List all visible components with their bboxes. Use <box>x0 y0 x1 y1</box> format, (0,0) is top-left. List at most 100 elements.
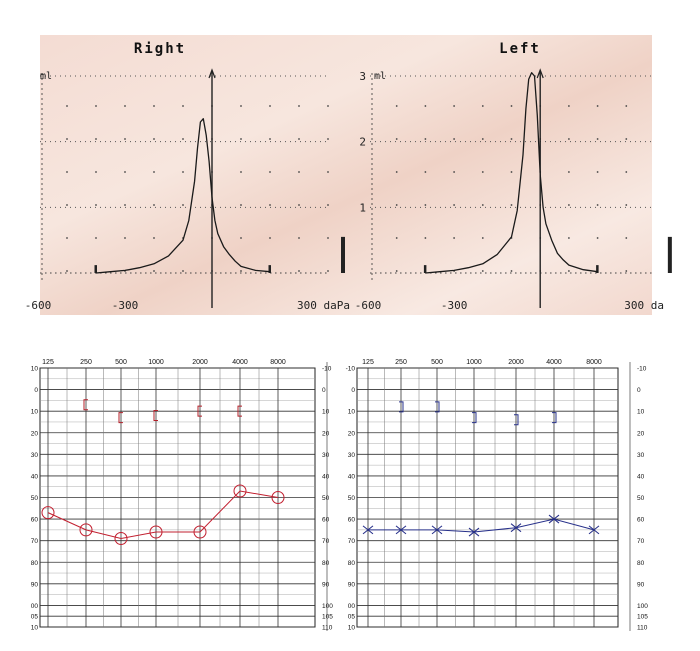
pressure-marker <box>596 265 599 273</box>
y-left-label: 70 <box>348 538 356 545</box>
grid-dot <box>153 204 155 206</box>
frequency-label: 250 <box>80 359 92 366</box>
y-left-label: 20 <box>31 430 39 437</box>
y-left-label: 10 <box>31 625 39 632</box>
grid-dot <box>66 270 68 272</box>
y-right-label: 20 <box>322 430 330 437</box>
frequency-label: 8000 <box>586 359 602 366</box>
grid-dot <box>66 171 68 173</box>
bone-conduction-marker <box>118 412 123 424</box>
y-left-label: 50 <box>348 495 356 502</box>
air-conduction-marker <box>510 523 522 533</box>
grid-dot <box>269 105 271 107</box>
grid-dot <box>269 237 271 239</box>
grid-dot <box>95 171 97 173</box>
grid-dot <box>327 138 329 140</box>
y-right-label: 110 <box>322 625 333 632</box>
air-conduction-marker <box>431 525 443 535</box>
y-left-label: 60 <box>31 517 39 524</box>
grid-dot <box>481 138 484 140</box>
air-conduction-marker <box>395 525 407 535</box>
grid-dot <box>153 237 155 239</box>
grid-dot <box>510 105 513 107</box>
grid-dot <box>153 138 155 140</box>
y-left-label: 00 <box>31 603 39 610</box>
grid-dot <box>596 204 599 206</box>
grid-dot <box>327 237 329 239</box>
bone-conduction-marker <box>83 399 88 411</box>
tympanogram-right: ml Right -600 -300 300 daPa <box>25 41 350 312</box>
y-right-label: 70 <box>637 538 645 545</box>
pressure-marker <box>341 236 345 273</box>
frequency-label: 500 <box>431 359 443 366</box>
grid-dot <box>269 171 271 173</box>
grid-dot <box>66 138 68 140</box>
y-right-label: 40 <box>637 473 645 480</box>
y-left-label: 20 <box>348 430 356 437</box>
frequency-label: 4000 <box>546 359 562 366</box>
frequency-label: 4000 <box>232 359 248 366</box>
y-left-label: 80 <box>31 560 39 567</box>
grid-dot <box>240 105 242 107</box>
air-conduction-marker <box>79 523 93 537</box>
y-left-label: 40 <box>348 473 356 480</box>
bone-conduction-marker <box>552 412 557 424</box>
y-left-label: 10 <box>31 409 39 416</box>
y-right-label: 80 <box>637 560 645 567</box>
y-left-label: 90 <box>348 581 356 588</box>
air-conduction-marker <box>233 484 247 498</box>
y-right-label: -10 <box>637 366 647 373</box>
bone-conduction-marker <box>399 401 404 413</box>
frequency-label: 1000 <box>148 359 164 366</box>
grid-dot <box>124 237 126 239</box>
y-left-label: 10 <box>348 409 356 416</box>
grid-dot <box>510 204 513 206</box>
y-right-label: 50 <box>637 495 645 502</box>
grid-dot <box>596 171 599 173</box>
y-right-label: 10 <box>637 409 645 416</box>
y-right-label: 60 <box>637 517 645 524</box>
grid-dot <box>424 138 427 140</box>
chart-title: Right <box>134 41 186 57</box>
bone-conduction-marker <box>435 401 440 413</box>
grid-dot <box>453 204 455 206</box>
grid-dot <box>395 171 398 173</box>
frequency-label: 2000 <box>508 359 524 366</box>
bone-conduction-marker <box>472 412 477 424</box>
y-right-label: 70 <box>322 538 330 545</box>
grid-dot <box>182 138 184 140</box>
y-tick-label: 3 <box>359 70 366 83</box>
x-tick-label: -600 <box>355 299 382 312</box>
y-right-label: 30 <box>637 452 645 459</box>
grid-dot <box>568 270 570 272</box>
tympanogram-paper <box>40 35 652 315</box>
grid-dot <box>95 204 97 206</box>
grid-dot <box>269 138 271 140</box>
pressure-marker <box>268 265 271 273</box>
y-right-label: 80 <box>322 560 330 567</box>
axis-arrow <box>208 68 216 79</box>
grid-dot <box>95 138 97 140</box>
x-tick-label: -600 <box>25 299 52 312</box>
grid-dot <box>240 138 242 140</box>
grid-dot <box>596 237 599 239</box>
y-left-label: 90 <box>31 581 39 588</box>
x-tick-label: -300 <box>112 299 139 312</box>
grid-dot <box>269 204 271 206</box>
grid-dot <box>153 105 155 107</box>
grid-dot <box>327 171 329 173</box>
x-tick-label: 300 da <box>624 299 664 312</box>
bone-conduction-marker <box>514 414 519 426</box>
y-right-label: 40 <box>322 473 330 480</box>
y-unit-label: ml <box>374 71 386 82</box>
audiogram-right: 125250500100020004000800010-100010102020… <box>31 359 333 632</box>
grid-dot <box>453 171 455 173</box>
frequency-label: 125 <box>362 359 374 366</box>
air-conduction-marker <box>114 532 128 546</box>
grid-dot <box>453 138 455 140</box>
grid-dot <box>153 171 155 173</box>
y-left-label: 10 <box>31 366 39 373</box>
y-left-label: 50 <box>31 495 39 502</box>
grid-dot <box>568 105 570 107</box>
